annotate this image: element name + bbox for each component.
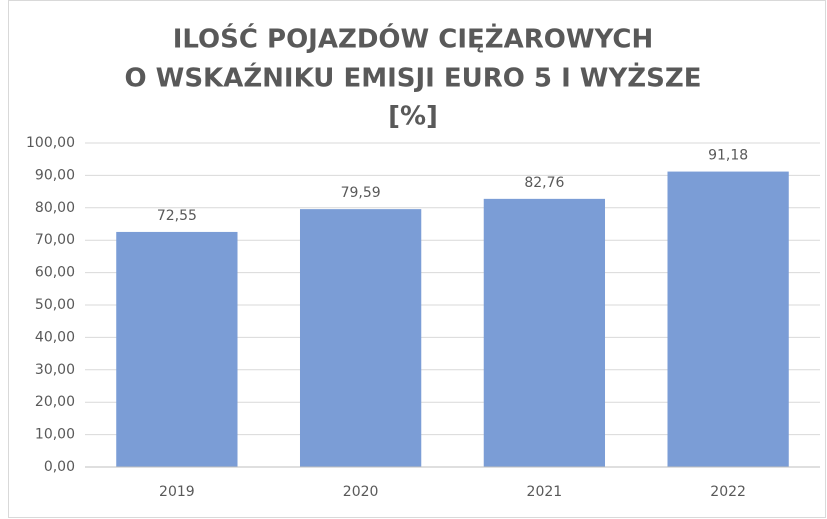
y-tick-label: 0,00 bbox=[44, 459, 75, 475]
y-tick-label: 70,00 bbox=[35, 232, 75, 248]
y-tick-label: 80,00 bbox=[35, 200, 75, 216]
y-tick-label: 10,00 bbox=[35, 427, 75, 443]
x-tick-label: 2020 bbox=[343, 484, 379, 500]
y-tick-label: 90,00 bbox=[35, 167, 75, 183]
data-label: 82,76 bbox=[524, 175, 564, 191]
x-tick-label: 2022 bbox=[710, 484, 746, 500]
y-tick-label: 100,00 bbox=[26, 135, 75, 151]
chart-title: [%] bbox=[388, 102, 438, 132]
bar bbox=[116, 231, 238, 467]
data-label: 79,59 bbox=[341, 185, 381, 201]
bar bbox=[483, 198, 606, 467]
bar bbox=[299, 209, 422, 467]
chart-title: O WSKAŹNIKU EMISJI EURO 5 I WYŻSZE bbox=[124, 62, 701, 94]
data-label: 91,18 bbox=[708, 148, 748, 164]
bar bbox=[667, 171, 789, 468]
y-tick-label: 60,00 bbox=[35, 265, 75, 281]
y-tick-label: 20,00 bbox=[35, 394, 75, 410]
y-tick-label: 50,00 bbox=[35, 297, 75, 313]
data-label: 72,55 bbox=[157, 208, 197, 224]
y-tick-label: 30,00 bbox=[35, 362, 75, 378]
chart-title: ILOŚĆ POJAZDÓW CIĘŻAROWYCH bbox=[173, 23, 654, 55]
x-tick-label: 2019 bbox=[159, 484, 195, 500]
y-tick-label: 40,00 bbox=[35, 329, 75, 345]
x-tick-label: 2021 bbox=[527, 484, 563, 500]
